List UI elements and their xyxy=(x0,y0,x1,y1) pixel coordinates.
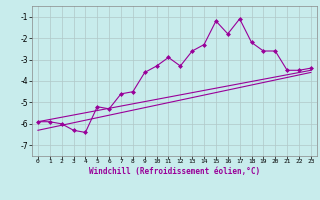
X-axis label: Windchill (Refroidissement éolien,°C): Windchill (Refroidissement éolien,°C) xyxy=(89,167,260,176)
